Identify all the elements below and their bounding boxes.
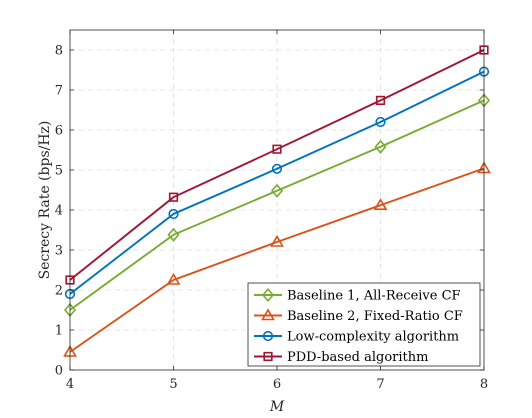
data-point	[270, 183, 284, 198]
x-tick-label: 8	[480, 377, 488, 392]
data-point	[375, 116, 386, 128]
legend-item: Baseline 1, All-Receive CF	[254, 287, 461, 304]
data-point	[373, 198, 388, 210]
y-tick-label: 3	[55, 244, 63, 259]
data-point	[167, 227, 180, 242]
y-tick-label: 5	[55, 164, 63, 179]
series-line	[69, 167, 485, 353]
data-point	[272, 144, 282, 154]
legend-item: Baseline 2, Fixed-Ratio CF	[254, 308, 463, 324]
legend-marker	[261, 287, 275, 303]
legend-item: Low-complexity algorithm	[254, 330, 459, 345]
y-tick-label: 0	[55, 364, 63, 379]
legend-box	[247, 282, 481, 367]
y-tick-label: 6	[55, 124, 63, 139]
x-tick-label: 7	[376, 377, 384, 392]
legend-label: Baseline 1, All-Receive CF	[287, 289, 461, 304]
data-point	[375, 95, 386, 105]
series-line	[69, 49, 485, 281]
y-tick-label: 4	[55, 204, 63, 219]
x-tick-label: 4	[66, 377, 74, 392]
legend-item: PDD-based algorithm	[254, 350, 428, 365]
data-point	[168, 208, 179, 220]
ticks: 4 5 6 7 8 0 1 2 3 4 5 6 7 8	[55, 30, 488, 392]
series-line	[69, 70, 485, 295]
y-tick-label: 1	[55, 324, 63, 339]
legend: Baseline 1, All-Receive CF Baseline 2, Fi…	[247, 282, 481, 367]
x-axis-label: M	[269, 399, 285, 415]
y-axis-label: Secrecy Rate (bps/Hz)	[37, 121, 53, 280]
data-point	[168, 192, 179, 202]
data-point	[270, 234, 284, 247]
legend-marker	[262, 330, 274, 342]
y-tick-label: 7	[55, 84, 63, 99]
x-tick-label: 6	[273, 377, 281, 392]
legend-label: PDD-based algorithm	[287, 350, 428, 365]
legend-label: Baseline 2, Fixed-Ratio CF	[287, 309, 463, 324]
data-point	[374, 139, 387, 154]
legend-marker	[261, 308, 275, 321]
legend-label: Low-complexity algorithm	[287, 330, 459, 345]
data-point	[271, 163, 283, 174]
series-line	[69, 99, 485, 311]
data-point	[166, 272, 181, 285]
series-layer	[63, 45, 491, 357]
y-tick-label: 8	[55, 44, 63, 59]
legend-marker	[263, 351, 273, 362]
x-tick-label: 5	[169, 377, 177, 392]
y-tick-label: 2	[55, 284, 63, 299]
